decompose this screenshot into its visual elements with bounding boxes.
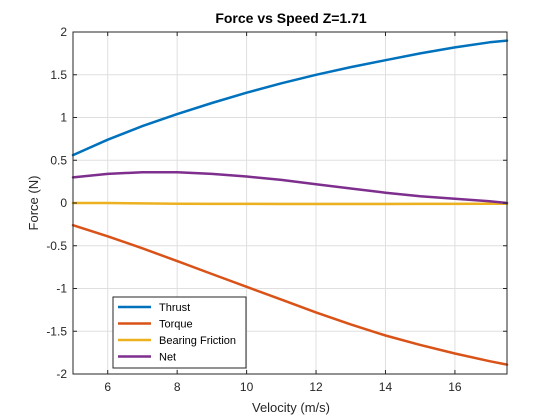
legend-label-bearing-friction: Bearing Friction (159, 335, 236, 347)
x-tick-label: 12 (309, 380, 323, 394)
y-tick-label: 0.5 (50, 153, 67, 167)
series-line-bearing-friction (73, 203, 507, 204)
x-tick-label: 6 (104, 380, 111, 394)
y-tick-label: -1 (56, 282, 67, 296)
x-axis-label: Velocity (m/s) (252, 400, 330, 415)
y-axis-label: Force (N) (26, 176, 41, 231)
x-tick-label: 8 (174, 380, 181, 394)
legend-label-net: Net (159, 352, 176, 364)
x-tick-label: 10 (240, 380, 254, 394)
y-tick-label: 2 (60, 25, 67, 39)
y-tick-label: 1.5 (50, 68, 67, 82)
y-tick-label: -0.5 (46, 239, 67, 253)
legend: Thrust Torque Bearing Friction Net (113, 297, 246, 368)
y-tick-label: -2 (56, 367, 67, 381)
chart-title: Force vs Speed Z=1.71 (215, 10, 367, 26)
y-tick-label: 1 (60, 111, 67, 125)
y-tick-label: 0 (60, 196, 67, 210)
legend-label-thrust: Thrust (159, 302, 190, 314)
x-tick-label: 14 (379, 380, 393, 394)
y-tick-label: -1.5 (46, 324, 67, 338)
legend-label-torque: Torque (159, 319, 193, 331)
x-tick-label: 16 (448, 380, 462, 394)
